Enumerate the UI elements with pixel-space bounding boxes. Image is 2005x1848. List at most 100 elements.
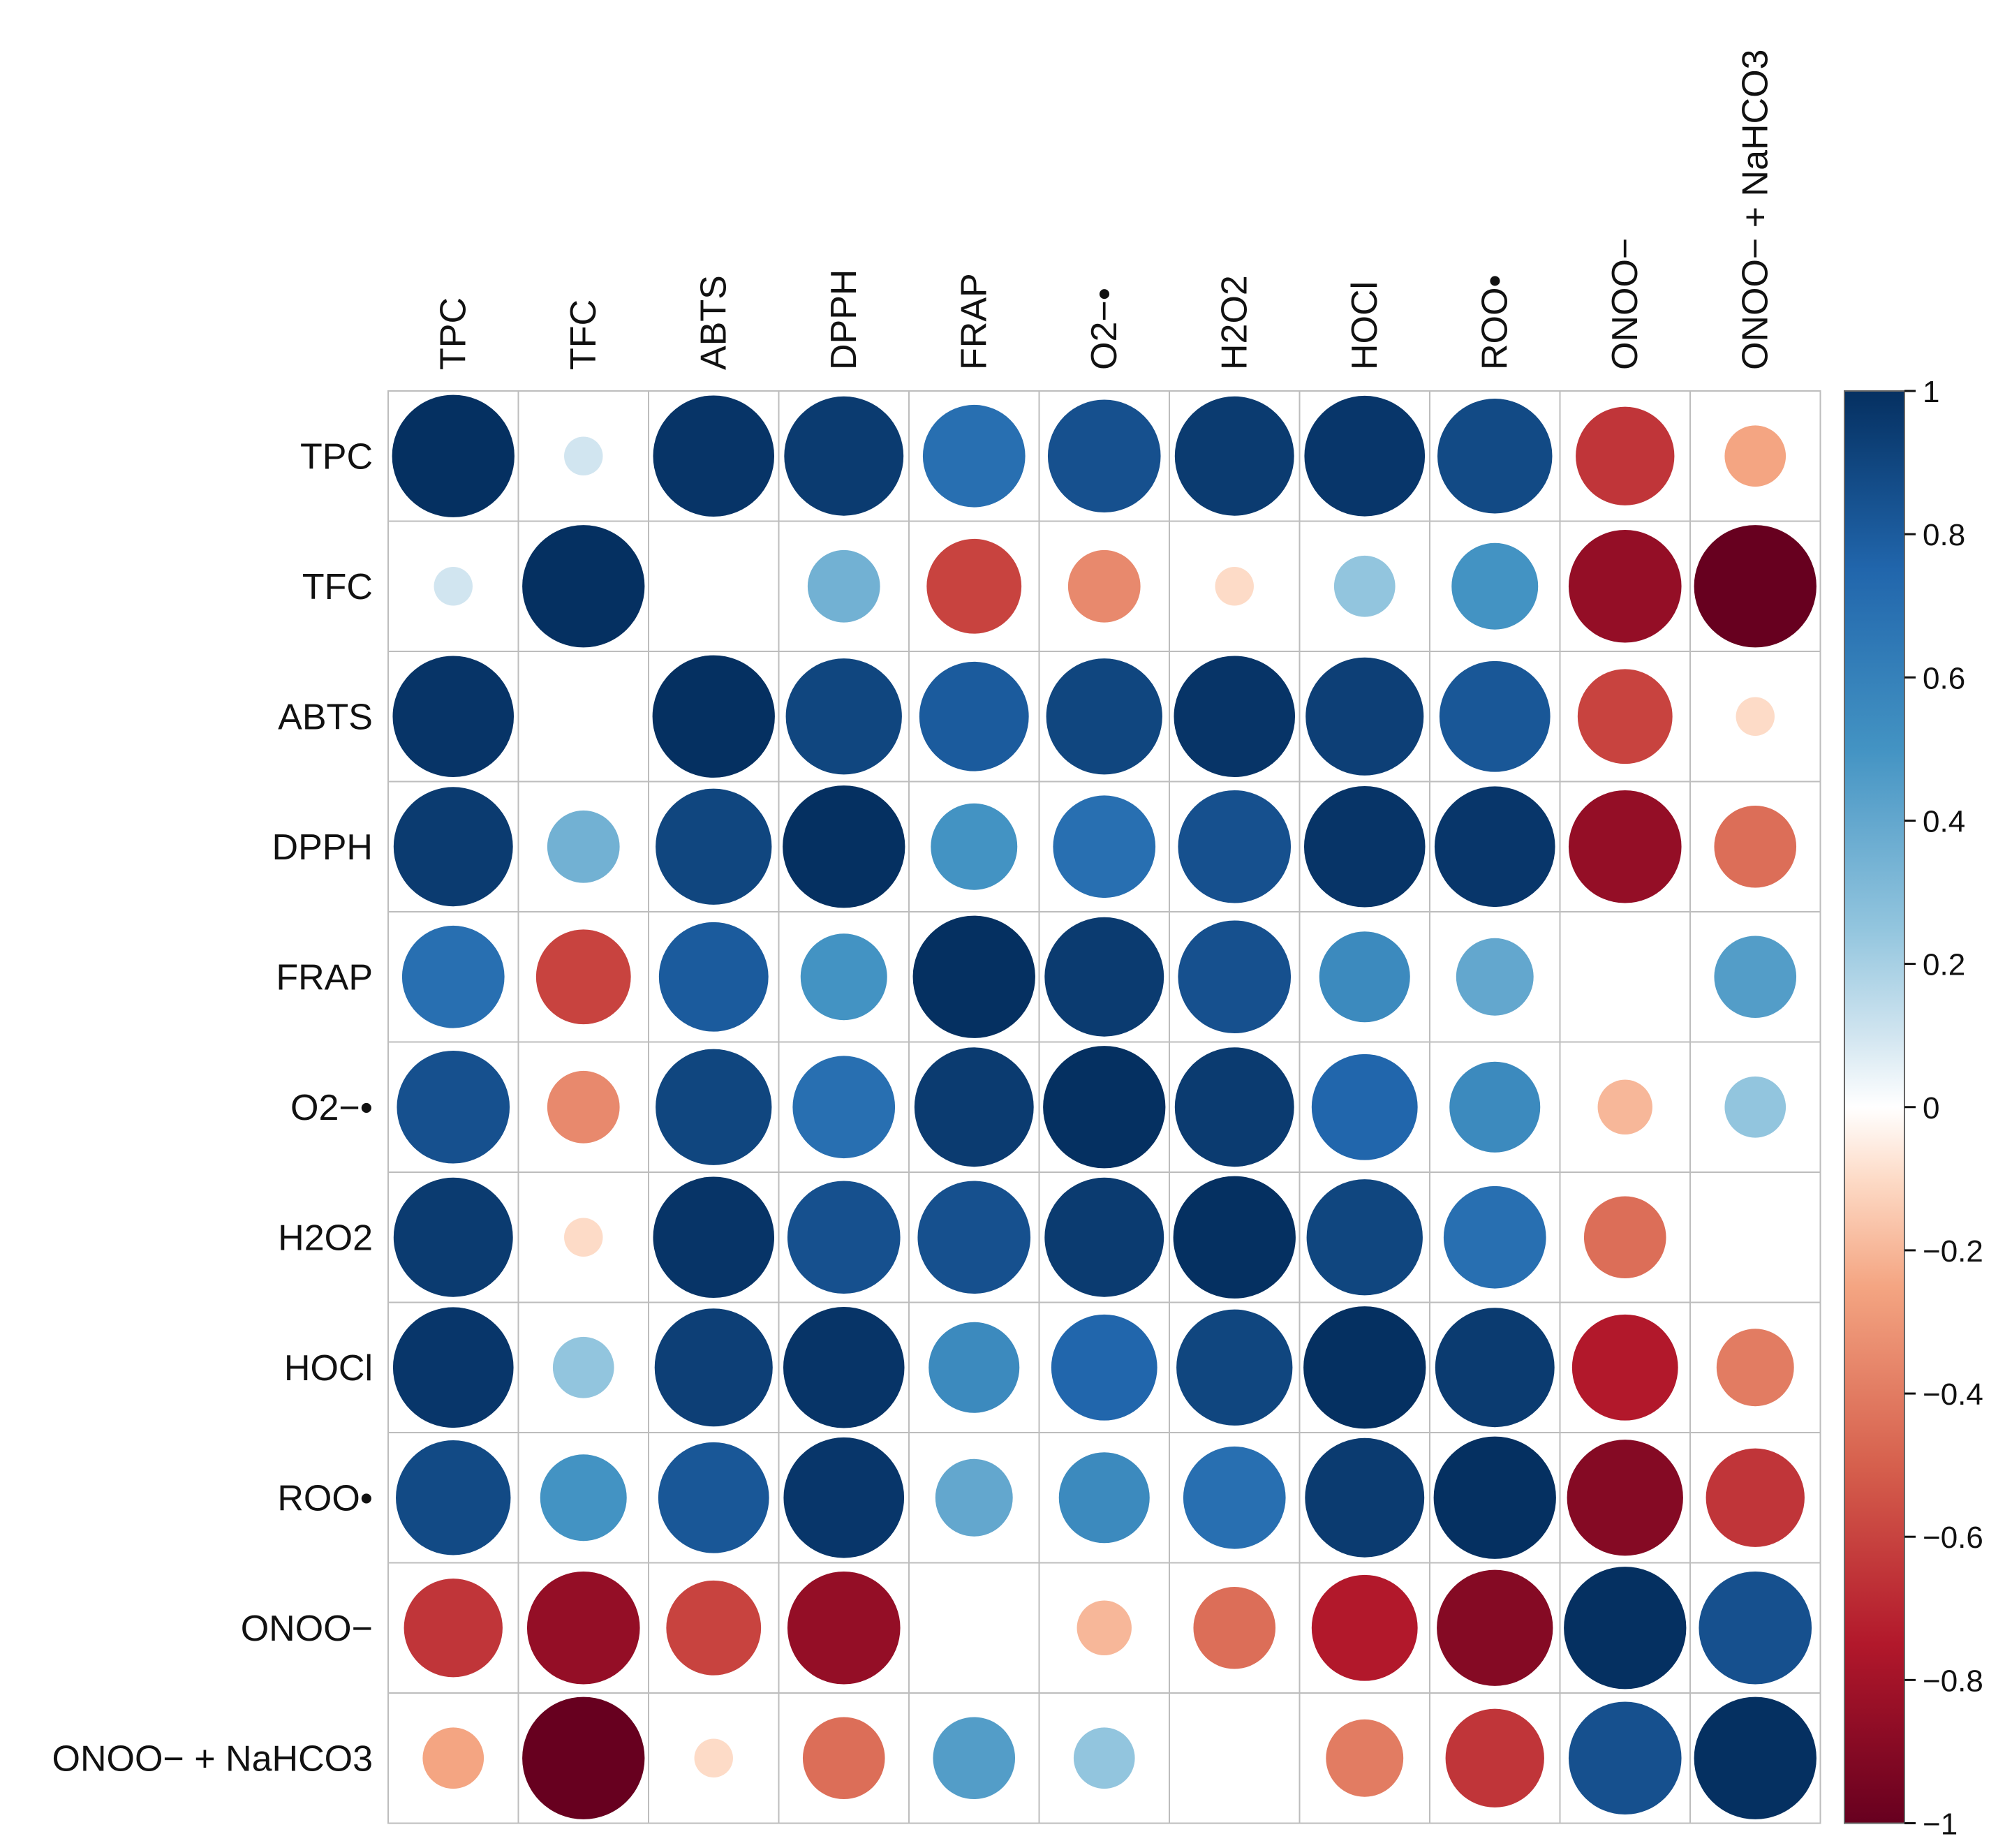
circle-abts-roo bbox=[1439, 660, 1551, 772]
column-label-o2: O2−• bbox=[1084, 288, 1125, 370]
circle-hocl-onoo bbox=[1571, 1314, 1678, 1421]
circle-dpph-o2 bbox=[1053, 795, 1156, 899]
correlation-circles bbox=[392, 394, 1817, 1819]
circle-roo-roo bbox=[1433, 1436, 1556, 1559]
circle-abts-h2o2 bbox=[1174, 656, 1296, 778]
circle-frap-abts bbox=[658, 922, 769, 1032]
column-labels: TPC TFC ABTS DPPH FRAP O2−• H2O2 HOCl ROO• ONOO− O… bbox=[433, 50, 1775, 370]
circle-onoo-h2o2 bbox=[1193, 1586, 1276, 1669]
row-label-o2: O2−• bbox=[290, 1088, 373, 1128]
colorbar-tick-label: −0.6 bbox=[1923, 1521, 1983, 1555]
column-label-onoo: ONOO− bbox=[1605, 238, 1645, 370]
circle-o2-hocl bbox=[1311, 1054, 1418, 1160]
circle-onoo-tpc bbox=[404, 1579, 503, 1678]
circle-abts-hocl bbox=[1305, 657, 1424, 776]
circle-onoo-o2 bbox=[1077, 1600, 1132, 1655]
circle-dpph-frap bbox=[931, 803, 1018, 890]
circle-o2-onoo bbox=[1597, 1079, 1652, 1134]
circle-tfc-onoo bbox=[1568, 529, 1682, 643]
circle-frap-tpc bbox=[401, 925, 505, 1028]
circle-h2o2-h2o2 bbox=[1173, 1176, 1296, 1299]
circle-tpc-onoo bbox=[1576, 406, 1675, 505]
row-label-frap: FRAP bbox=[276, 957, 373, 998]
column-label-h2o2: H2O2 bbox=[1214, 275, 1255, 370]
row-label-hocl: HOCl bbox=[284, 1348, 373, 1389]
circle-tfc-o2 bbox=[1067, 549, 1141, 623]
circle-tfc-roo bbox=[1451, 542, 1539, 630]
row-label-h2o2: H2O2 bbox=[278, 1218, 373, 1258]
column-label-abts: ABTS bbox=[693, 275, 734, 370]
circle-onoo-roo bbox=[1437, 1569, 1553, 1686]
circle-onoo-nahco3-tpc bbox=[422, 1727, 484, 1789]
circle-h2o2-tpc bbox=[393, 1177, 513, 1297]
colorbar-tick-label: 1 bbox=[1923, 375, 1939, 409]
column-label-frap: FRAP bbox=[954, 273, 994, 370]
column-label-dpph: DPPH bbox=[824, 269, 864, 370]
circle-hocl-abts bbox=[654, 1308, 773, 1427]
circle-hocl-onoo-nahco3 bbox=[1716, 1329, 1794, 1407]
circle-tfc-dpph bbox=[807, 549, 880, 623]
circle-roo-dpph bbox=[783, 1437, 905, 1558]
circle-tpc-abts bbox=[653, 395, 775, 517]
circle-dpph-onoo-nahco3 bbox=[1714, 805, 1797, 888]
circle-roo-o2 bbox=[1058, 1452, 1150, 1544]
row-label-abts: ABTS bbox=[278, 697, 373, 737]
circle-hocl-o2 bbox=[1051, 1314, 1157, 1421]
circle-onoo-nahco3-abts bbox=[694, 1738, 733, 1777]
circle-frap-tfc bbox=[535, 929, 631, 1025]
circle-dpph-tpc bbox=[393, 787, 513, 907]
circle-onoo-nahco3-dpph bbox=[802, 1717, 885, 1800]
circle-abts-tpc bbox=[392, 656, 515, 778]
circle-o2-h2o2 bbox=[1174, 1047, 1294, 1167]
circle-o2-frap bbox=[914, 1047, 1034, 1167]
circle-frap-roo bbox=[1456, 938, 1534, 1016]
circle-hocl-dpph bbox=[783, 1306, 905, 1428]
circle-tpc-tfc bbox=[564, 436, 603, 475]
circle-tpc-frap bbox=[922, 404, 1026, 508]
circle-frap-h2o2 bbox=[1178, 920, 1292, 1034]
circle-onoo-nahco3-roo bbox=[1445, 1708, 1544, 1808]
circle-onoo-nahco3-onoo bbox=[1568, 1701, 1682, 1815]
circle-hocl-hocl bbox=[1303, 1306, 1426, 1429]
circle-o2-abts bbox=[656, 1049, 772, 1165]
circle-hocl-tfc bbox=[552, 1336, 614, 1398]
circle-abts-onoo bbox=[1577, 669, 1673, 764]
circle-onoo-nahco3-onoo-nahco3 bbox=[1694, 1697, 1817, 1819]
circle-h2o2-o2 bbox=[1044, 1177, 1164, 1297]
circle-hocl-h2o2 bbox=[1176, 1309, 1293, 1426]
column-label-onoo-nahco3: ONOO− + NaHCO3 bbox=[1735, 50, 1775, 370]
circle-dpph-h2o2 bbox=[1178, 790, 1292, 903]
circle-frap-dpph bbox=[800, 933, 887, 1021]
circle-hocl-roo bbox=[1435, 1308, 1555, 1428]
circle-tfc-tfc bbox=[522, 525, 645, 648]
circle-onoo-nahco3-o2 bbox=[1073, 1727, 1135, 1789]
circle-h2o2-frap bbox=[917, 1181, 1031, 1294]
circle-onoo-tfc bbox=[526, 1571, 640, 1685]
row-label-tpc: TPC bbox=[300, 436, 373, 477]
colorbar: 1 0.8 0.6 0.4 0.2 0 −0.2 −0.4 −0.6 −0.8 −1 bbox=[1844, 375, 1983, 1842]
row-label-dpph: DPPH bbox=[272, 827, 373, 868]
circle-frap-hocl bbox=[1319, 931, 1410, 1023]
circle-h2o2-abts bbox=[653, 1176, 775, 1299]
circle-roo-hocl bbox=[1305, 1437, 1425, 1558]
circle-h2o2-roo bbox=[1443, 1185, 1546, 1289]
circle-dpph-hocl bbox=[1303, 785, 1426, 908]
colorbar-gradient bbox=[1844, 390, 1905, 1824]
column-label-tpc: TPC bbox=[433, 297, 473, 370]
colorbar-tick-label: −0.2 bbox=[1923, 1234, 1983, 1269]
circle-roo-h2o2 bbox=[1183, 1446, 1286, 1549]
circle-tpc-dpph bbox=[784, 396, 904, 516]
circle-dpph-abts bbox=[656, 788, 772, 905]
colorbar-tick-label: 0.4 bbox=[1923, 804, 1965, 838]
grid-lines bbox=[387, 390, 1821, 1824]
row-label-roo: ROO• bbox=[277, 1478, 373, 1518]
circle-h2o2-hocl bbox=[1306, 1179, 1423, 1296]
circle-hocl-frap bbox=[928, 1322, 1020, 1413]
circle-tpc-hocl bbox=[1304, 395, 1426, 517]
circle-onoo-onoo bbox=[1564, 1567, 1687, 1690]
circle-o2-roo bbox=[1449, 1061, 1541, 1153]
circle-roo-tfc bbox=[540, 1454, 627, 1542]
circle-onoo-onoo-nahco3 bbox=[1699, 1571, 1812, 1685]
circle-tpc-roo bbox=[1437, 399, 1553, 514]
